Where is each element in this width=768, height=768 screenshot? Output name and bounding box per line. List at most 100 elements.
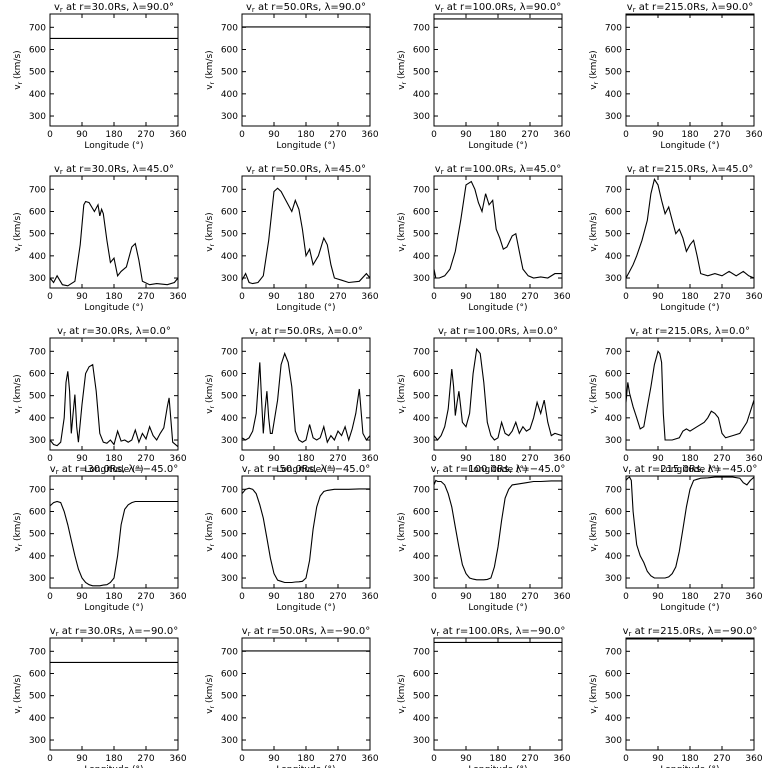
y-tick-label: 500 <box>221 530 238 540</box>
y-axis-label: vr (km/s) <box>13 50 24 89</box>
y-axis-label: vr (km/s) <box>589 374 600 413</box>
x-tick-label: 360 <box>745 454 762 464</box>
panel-title: vr at r=100.0Rs, λ=45.0° <box>435 164 561 176</box>
panel-1-2: 0 90 180 270 360 300 400 500 600 700 Longitude (°)… <box>205 2 379 151</box>
y-tick-label: 500 <box>605 692 622 702</box>
y-tick-label: 700 <box>605 347 622 357</box>
y-axis-label: vr (km/s) <box>13 374 24 413</box>
y-tick-label: 400 <box>413 252 430 262</box>
x-tick-label: 270 <box>521 592 538 602</box>
x-tick-label: 0 <box>431 292 437 302</box>
panel-4-4: 0 90 180 270 360 300 400 500 600 700 Longitude (°)… <box>589 464 763 613</box>
panel-5-4: 0 90 180 270 360 300 400 500 600 700 Longitude (°)… <box>589 626 763 768</box>
x-tick-label: 180 <box>489 754 506 764</box>
y-tick-label: 700 <box>221 347 238 357</box>
y-tick-label: 300 <box>605 574 622 584</box>
x-tick-label: 0 <box>623 454 629 464</box>
x-tick-label: 180 <box>105 454 122 464</box>
y-tick-label: 700 <box>29 347 46 357</box>
x-tick-label: 0 <box>47 292 53 302</box>
y-axis-label: vr (km/s) <box>205 674 216 713</box>
panel-3-4: 0 90 180 270 360 300 400 500 600 700 Longitude (°)… <box>589 326 763 475</box>
x-tick-label: 180 <box>297 454 314 464</box>
y-tick-label: 700 <box>29 485 46 495</box>
x-tick-label: 90 <box>652 292 664 302</box>
y-tick-label: 300 <box>605 112 622 122</box>
x-tick-label: 90 <box>76 292 88 302</box>
x-tick-label: 360 <box>745 754 762 764</box>
x-axis-label: Longitude (°) <box>84 603 143 613</box>
y-tick-label: 600 <box>29 45 46 55</box>
x-tick-label: 270 <box>521 130 538 140</box>
vr-series-line <box>241 351 371 444</box>
y-tick-label: 500 <box>605 230 622 240</box>
plot-frame <box>433 637 563 751</box>
x-tick-label: 0 <box>431 592 437 602</box>
x-tick-label: 180 <box>489 454 506 464</box>
panel-title: vr at r=30.0Rs, λ=0.0° <box>57 326 171 338</box>
x-axis-label: Longitude (°) <box>84 765 143 768</box>
x-tick-label: 90 <box>460 130 472 140</box>
x-tick-label: 0 <box>431 754 437 764</box>
x-tick-label: 360 <box>169 454 186 464</box>
y-tick-label: 700 <box>29 23 46 33</box>
y-tick-label: 600 <box>29 369 46 379</box>
panel-title: vr at r=50.0Rs, λ=0.0° <box>249 326 363 338</box>
y-tick-label: 700 <box>221 23 238 33</box>
y-tick-label: 300 <box>413 736 430 746</box>
y-tick-label: 300 <box>605 274 622 284</box>
y-tick-label: 700 <box>29 647 46 657</box>
x-tick-label: 270 <box>329 292 346 302</box>
vr-series-line <box>49 500 178 587</box>
x-tick-label: 270 <box>329 754 346 764</box>
x-axis-label: Longitude (°) <box>276 765 335 768</box>
x-tick-label: 0 <box>239 454 245 464</box>
y-tick-label: 600 <box>413 669 430 679</box>
x-tick-label: 0 <box>239 292 245 302</box>
x-tick-label: 270 <box>329 454 346 464</box>
y-axis-label: vr (km/s) <box>397 212 408 251</box>
y-tick-label: 300 <box>413 274 430 284</box>
y-tick-label: 300 <box>221 112 238 122</box>
y-tick-label: 400 <box>605 714 622 724</box>
y-axis-label: vr (km/s) <box>205 50 216 89</box>
y-tick-label: 700 <box>413 23 430 33</box>
plot-frame <box>433 13 563 127</box>
y-axis-label: vr (km/s) <box>589 674 600 713</box>
y-tick-label: 600 <box>605 369 622 379</box>
panel-2-2: 0 90 180 270 360 300 400 500 600 700 Longitude (°)… <box>205 164 379 313</box>
plot-frame <box>49 175 179 289</box>
panel-title: vr at r=50.0Rs, λ=−45.0° <box>242 464 370 476</box>
panel-1-3: 0 90 180 270 360 300 400 500 600 700 Longitude (°)… <box>397 2 571 151</box>
y-tick-label: 600 <box>413 507 430 517</box>
y-tick-label: 700 <box>29 185 46 195</box>
x-axis-label: Longitude (°) <box>84 465 143 475</box>
vr-series-line <box>241 487 370 584</box>
y-tick-label: 500 <box>413 692 430 702</box>
y-tick-label: 500 <box>29 230 46 240</box>
y-tick-label: 700 <box>605 23 622 33</box>
y-tick-label: 700 <box>221 647 238 657</box>
y-tick-label: 400 <box>605 552 622 562</box>
x-tick-label: 90 <box>76 130 88 140</box>
panel-title: vr at r=215.0Rs, λ=−45.0° <box>623 464 758 476</box>
y-tick-label: 500 <box>413 392 430 402</box>
panel-2-1: 0 90 180 270 360 300 400 500 600 700 Longitude (°)… <box>13 164 187 313</box>
x-tick-label: 0 <box>47 592 53 602</box>
x-tick-label: 270 <box>713 292 730 302</box>
y-tick-label: 400 <box>221 552 238 562</box>
y-tick-label: 700 <box>413 485 430 495</box>
x-axis-label: Longitude (°) <box>468 603 527 613</box>
x-tick-label: 90 <box>76 454 88 464</box>
x-tick-label: 360 <box>361 754 378 764</box>
x-tick-label: 90 <box>76 754 88 764</box>
y-tick-label: 400 <box>221 414 238 424</box>
y-tick-label: 500 <box>413 530 430 540</box>
x-tick-label: 270 <box>521 754 538 764</box>
panel-title: vr at r=215.0Rs, λ=−90.0° <box>623 626 758 638</box>
y-tick-label: 600 <box>413 369 430 379</box>
x-tick-label: 0 <box>47 454 53 464</box>
panel-4-3: 0 90 180 270 360 300 400 500 600 700 Longitude (°)… <box>397 464 571 613</box>
y-tick-label: 500 <box>413 230 430 240</box>
x-tick-label: 90 <box>268 292 280 302</box>
